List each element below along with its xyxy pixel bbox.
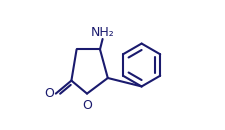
- Text: NH₂: NH₂: [90, 26, 114, 39]
- Text: O: O: [44, 87, 54, 100]
- Text: O: O: [82, 99, 92, 112]
